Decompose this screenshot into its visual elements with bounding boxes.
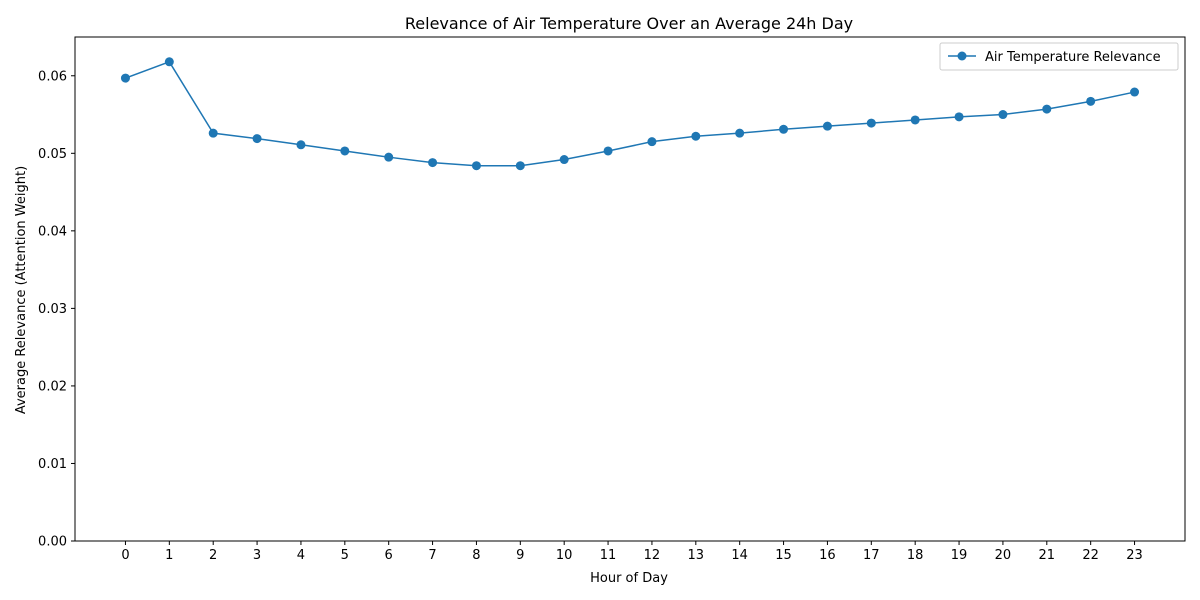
x-tick-label: 0 — [121, 548, 129, 563]
x-tick-label: 3 — [253, 548, 261, 563]
data-point — [120, 73, 130, 83]
x-tick-label: 18 — [907, 548, 924, 563]
y-tick-label: 0.02 — [38, 379, 67, 394]
data-point — [384, 152, 394, 162]
data-point — [910, 115, 920, 125]
x-tick-label: 11 — [600, 548, 617, 563]
x-tick-label: 8 — [472, 548, 480, 563]
legend-marker-swatch — [957, 51, 967, 61]
x-tick-label: 17 — [863, 548, 880, 563]
data-point — [559, 155, 569, 165]
y-tick-label: 0.03 — [38, 302, 67, 317]
data-point — [954, 112, 964, 122]
data-point — [1042, 104, 1052, 114]
x-tick-label: 19 — [951, 548, 968, 563]
legend: Air Temperature Relevance — [939, 42, 1179, 71]
x-tick-label: 5 — [341, 548, 349, 563]
x-tick-label: 22 — [1082, 548, 1099, 563]
data-point — [603, 146, 613, 156]
x-tick-label: 12 — [644, 548, 661, 563]
y-tick-label: 0.06 — [38, 69, 67, 84]
data-point — [998, 110, 1008, 120]
x-tick-label: 14 — [731, 548, 748, 563]
y-tick-label: 0.01 — [38, 457, 67, 472]
x-tick-label: 7 — [428, 548, 436, 563]
data-point — [340, 146, 350, 156]
data-point — [822, 121, 832, 131]
data-point — [252, 134, 262, 144]
chart-title: Relevance of Air Temperature Over an Ave… — [405, 14, 853, 33]
data-point — [515, 161, 525, 171]
x-tick-label: 23 — [1126, 548, 1143, 563]
x-tick-label: 13 — [688, 548, 705, 563]
x-tick-label: 21 — [1039, 548, 1056, 563]
x-tick-label: 1 — [165, 548, 173, 563]
legend-box — [939, 42, 1179, 71]
data-point — [647, 137, 657, 147]
data-point — [208, 128, 218, 138]
y-tick-label: 0.05 — [38, 147, 67, 162]
x-tick-label: 20 — [995, 548, 1012, 563]
data-point — [164, 57, 174, 67]
x-tick-label: 16 — [819, 548, 836, 563]
y-axis-label: Average Relevance (Attention Weight) — [14, 166, 29, 414]
x-tick-label: 2 — [209, 548, 217, 563]
data-point — [779, 124, 789, 134]
x-tick-label: 9 — [516, 548, 524, 563]
plot-area: 0 1 2 3 4 5 6 7 8 9 10 11 12 13 14 15 16 17 18 19 20 21 22 230.… — [38, 36, 1186, 563]
legend-label: Air Temperature Relevance — [985, 50, 1161, 65]
axes-frame — [74, 36, 1186, 542]
data-point — [428, 158, 438, 168]
y-tick-label: 0.04 — [38, 224, 67, 239]
y-tick-label: 0.00 — [38, 535, 67, 550]
x-tick-label: 10 — [556, 548, 573, 563]
x-tick-label: 6 — [385, 548, 393, 563]
data-point — [691, 131, 701, 141]
data-point — [296, 140, 306, 150]
data-point — [471, 161, 481, 171]
data-point — [1086, 96, 1096, 106]
data-point — [735, 128, 745, 138]
series-line — [125, 60, 1135, 167]
x-axis-label: Hour of Day — [590, 571, 668, 586]
x-tick-label: 4 — [297, 548, 305, 563]
x-tick-label: 15 — [775, 548, 792, 563]
data-point — [1130, 87, 1140, 97]
data-point — [866, 118, 876, 128]
